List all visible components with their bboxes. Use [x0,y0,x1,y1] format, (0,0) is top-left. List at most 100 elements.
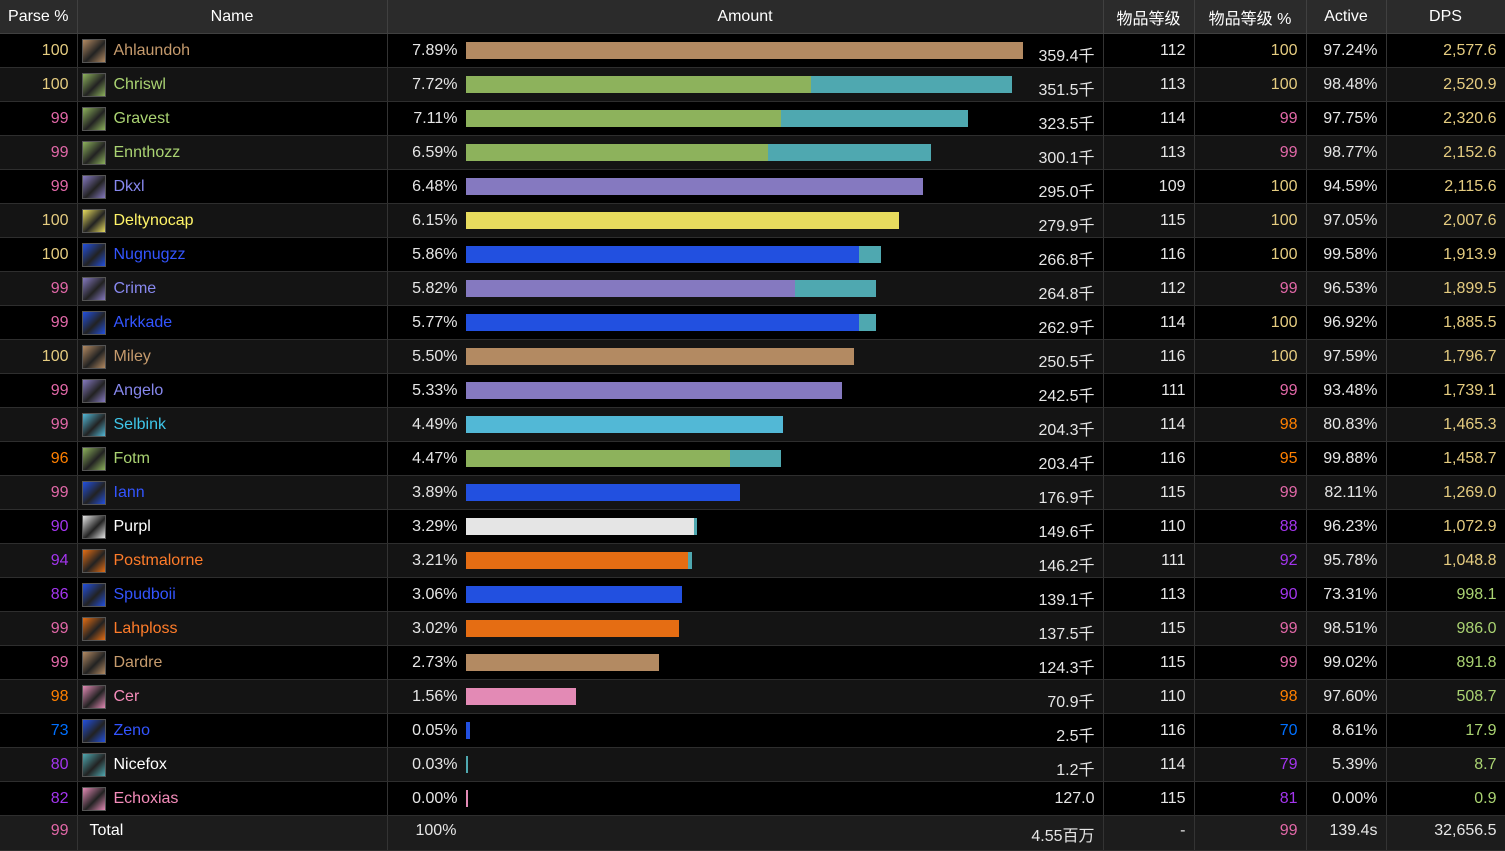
parse-cell: 100 [0,339,78,374]
player-name-link[interactable]: Iann [113,483,145,501]
player-name-link[interactable]: Miley [113,347,151,365]
col-header-ilvl-pct[interactable]: 物品等级 % [1194,0,1307,34]
player-name-link[interactable]: Deltynocap [113,211,194,229]
player-name-link[interactable]: Fotm [113,449,150,467]
table-row[interactable]: 99 Ennthozz 6.59% 300.1千 113 99 98.77% 2,152.6 [0,135,1505,170]
player-name-link[interactable]: Gravest [113,109,170,127]
player-name-link[interactable]: Echoxias [113,789,179,807]
amount-value: 351.5千 [1038,82,1095,99]
table-row[interactable]: 99 Selbink 4.49% 204.3千 114 98 80.83% 1,465.3 [0,407,1505,442]
ilvl-pct-cell: 99 [1194,611,1307,646]
table-row[interactable]: 73 Zeno 0.05% 2.5千 116 70 8.61% 17.9 [0,713,1505,748]
active-cell: 99.88% [1306,441,1387,476]
player-name-link[interactable]: Crime [113,279,157,297]
amount-bar [465,484,740,501]
table-row[interactable]: 82 Echoxias 0.00% 127.0 115 81 0.00% 0.9 [0,781,1505,816]
ilvl-pct-cell: 100 [1194,67,1307,102]
hunter-icon [81,140,106,165]
col-header-active[interactable]: Active [1306,0,1387,34]
table-row[interactable]: 98 Cer 1.56% 70.9千 110 98 97.60% 508.7 [0,679,1505,714]
table-row[interactable]: 99 Angelo 5.33% 242.5千 111 99 93.48% 1,739.1 [0,373,1505,408]
col-header-ilvl[interactable]: 物品等级 [1103,0,1195,34]
player-name-link[interactable]: Selbink [113,415,166,433]
amount-bar-main [465,110,781,127]
table-row[interactable]: 99 Arkkade 5.77% 262.9千 114 100 96.92% 1,885.5 [0,305,1505,340]
active-cell: 98.51% [1306,611,1387,646]
table-row[interactable]: 100 Ahlaundoh 7.89% 359.4千 112 100 97.24% 2,577… [0,33,1505,68]
player-name-link[interactable]: Dkxl [113,177,145,195]
parse-cell: 99 [0,611,78,646]
amount-pct: 7.72% [412,76,458,93]
player-name-link[interactable]: Postmalorne [113,551,204,569]
table-row[interactable]: 99 Lahploss 3.02% 137.5千 115 99 98.51% 986.0 [0,611,1505,646]
amount-bar-main [465,348,854,365]
player-name-link[interactable]: Arkkade [113,313,173,331]
player-name-link[interactable]: Dardre [113,653,163,671]
player-name-link[interactable]: Zeno [113,721,150,739]
table-row[interactable]: 94 Postmalorne 3.21% 146.2千 111 92 95.78% 1,048… [0,543,1505,578]
player-name-link[interactable]: Ahlaundoh [113,41,191,59]
player-name-link[interactable]: Angelo [113,381,164,399]
amount-bar [465,688,576,705]
amount-value: 242.5千 [1038,388,1095,405]
parse-cell: 99 [0,475,78,510]
table-row[interactable]: 99 Gravest 7.11% 323.5千 114 99 97.75% 2,320.6 [0,101,1505,136]
amount-pct: 0.05% [412,722,458,739]
player-name-link[interactable]: Nugnugzz [113,245,186,263]
dps-cell: 2,520.9 [1386,67,1505,102]
dps-cell: 1,269.0 [1386,475,1505,510]
parse-cell: 73 [0,713,78,748]
ilvl-pct-cell: 95 [1194,441,1307,476]
player-name-link[interactable]: Chriswl [113,75,166,93]
player-name-link[interactable]: Purpl [113,517,151,535]
dps-cell: 1,899.5 [1386,271,1505,306]
dps-cell: 1,465.3 [1386,407,1505,442]
parse-cell: 99 [0,373,78,408]
col-header-dps[interactable]: DPS [1386,0,1505,34]
player-name-link[interactable]: Spudboii [113,585,176,603]
col-header-parse[interactable]: Parse % [0,0,78,34]
table-row[interactable]: 96 Fotm 4.47% 203.4千 116 95 99.88% 1,458.7 [0,441,1505,476]
amount-value: 359.4千 [1038,48,1095,65]
col-header-name[interactable]: Name [77,0,388,34]
hunter-icon [81,106,106,131]
hunter-bm-icon [81,446,106,471]
dps-cell: 1,072.9 [1386,509,1505,544]
amount-value: 300.1千 [1038,150,1095,167]
ilvl-pct-cell: 99 [1194,373,1307,408]
ilvl-pct-cell: 100 [1194,305,1307,340]
amount-bar [465,144,931,161]
amount-value: 204.3千 [1038,422,1095,439]
ilvl-pct-cell: 92 [1194,543,1307,578]
table-row[interactable]: 100 Miley 5.50% 250.5千 116 100 97.59% 1,796.7 [0,339,1505,374]
player-name-link[interactable]: Cer [113,687,140,705]
table-row[interactable]: 99 Crime 5.82% 264.8千 112 99 96.53% 1,899.5 [0,271,1505,306]
amount-bar-main [465,620,679,637]
table-row[interactable]: 86 Spudboii 3.06% 139.1千 113 90 73.31% 998.1 [0,577,1505,612]
dps-cell: 2,115.6 [1386,169,1505,204]
player-name-link[interactable]: Nicefox [113,755,167,773]
table-row[interactable]: 100 Deltynocap 6.15% 279.9千 115 100 97.05% 2,00… [0,203,1505,238]
table-row[interactable]: 100 Nugnugzz 5.86% 266.8千 116 100 99.58% 1,913.… [0,237,1505,272]
ilvl-cell: 111 [1103,543,1195,578]
ilvl-cell: 113 [1103,135,1195,170]
table-row[interactable]: 99 Dkxl 6.48% 295.0千 109 100 94.59% 2,115.6 [0,169,1505,204]
amount-value: 323.5千 [1038,116,1095,133]
table-row[interactable]: 99 Iann 3.89% 176.9千 115 99 82.11% 1,269.0 [0,475,1505,510]
table-row[interactable]: 100 Chriswl 7.72% 351.5千 113 100 98.48% 2,520.9 [0,67,1505,102]
ilvl-cell: 114 [1103,305,1195,340]
amount-bar-main [465,246,859,263]
table-row[interactable]: 99 Dardre 2.73% 124.3千 115 99 99.02% 891.8 [0,645,1505,680]
ilvl-cell: 114 [1103,407,1195,442]
player-name-link[interactable]: Ennthozz [113,143,181,161]
active-cell: 94.59% [1306,169,1387,204]
paladin-holy-icon [81,684,106,709]
amount-bar [465,722,470,739]
table-row[interactable]: 90 Purpl 3.29% 149.6千 110 88 96.23% 1,072.9 [0,509,1505,544]
ilvl-cell: 112 [1103,33,1195,68]
table-row[interactable]: 80 Nicefox 0.03% 1.2千 114 79 5.39% 8.7 [0,747,1505,782]
amount-bar [465,416,783,433]
player-name-link[interactable]: Lahploss [113,619,178,637]
col-header-amount[interactable]: Amount [387,0,1104,34]
